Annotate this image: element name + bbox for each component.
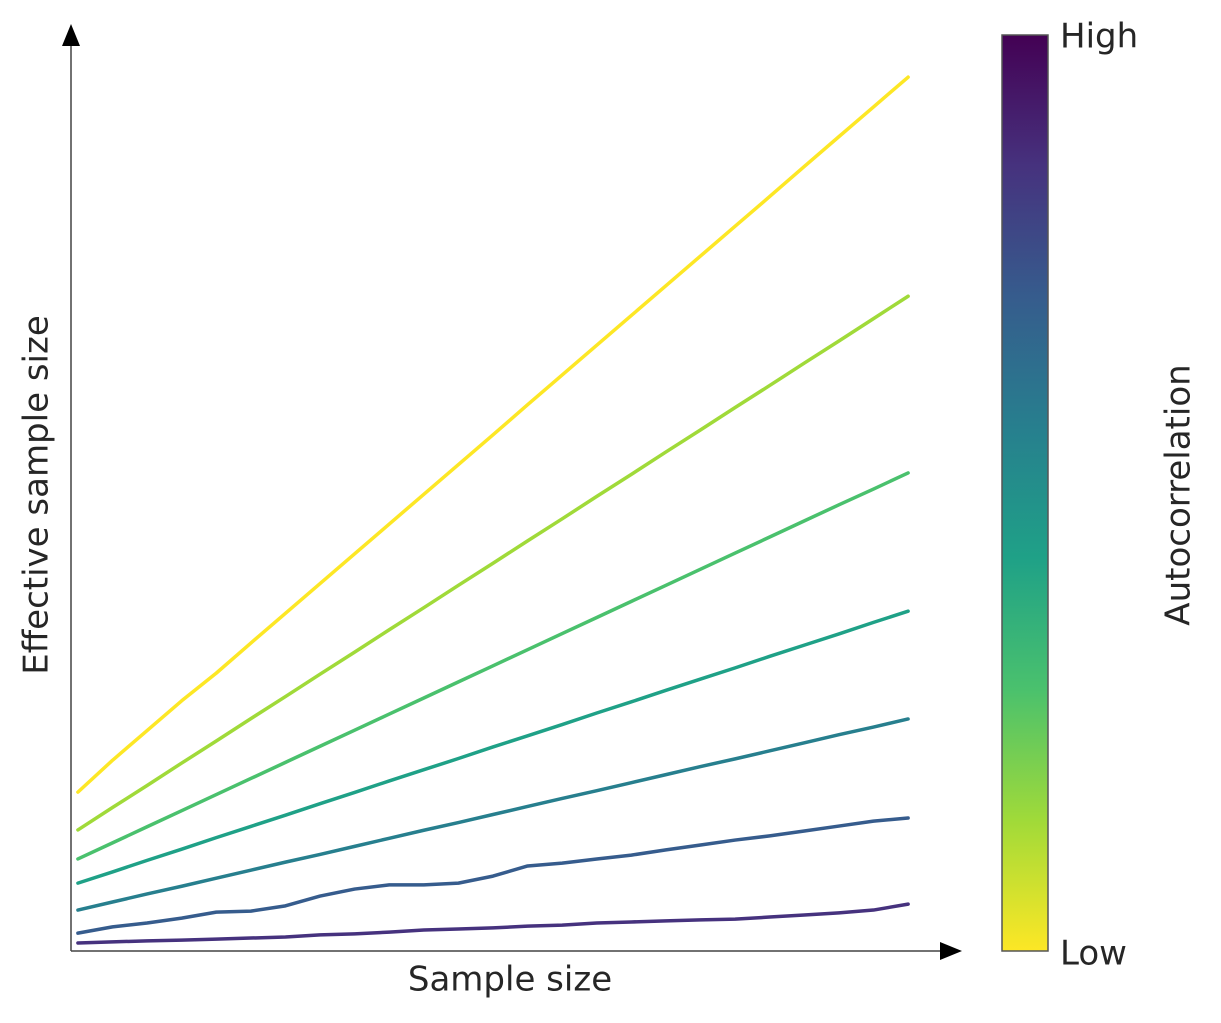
- series-line: [76, 717, 910, 912]
- series-line: [76, 471, 910, 861]
- series-line: [76, 609, 910, 885]
- colorbar: [1001, 34, 1049, 952]
- series-line: [76, 816, 910, 935]
- series-line: [76, 902, 910, 945]
- series-line: [76, 294, 910, 832]
- colorbar-label: Autocorrelation: [1159, 364, 1199, 625]
- x-axis-label: Sample size: [408, 960, 612, 1000]
- series-line: [76, 75, 910, 794]
- y-axis-label: Effective sample size: [17, 315, 57, 675]
- y-axis-arrow: [62, 24, 80, 46]
- colorbar-low-label: Low: [1060, 934, 1127, 974]
- x-axis-arrow: [940, 942, 962, 960]
- colorbar-high-label: High: [1060, 17, 1138, 57]
